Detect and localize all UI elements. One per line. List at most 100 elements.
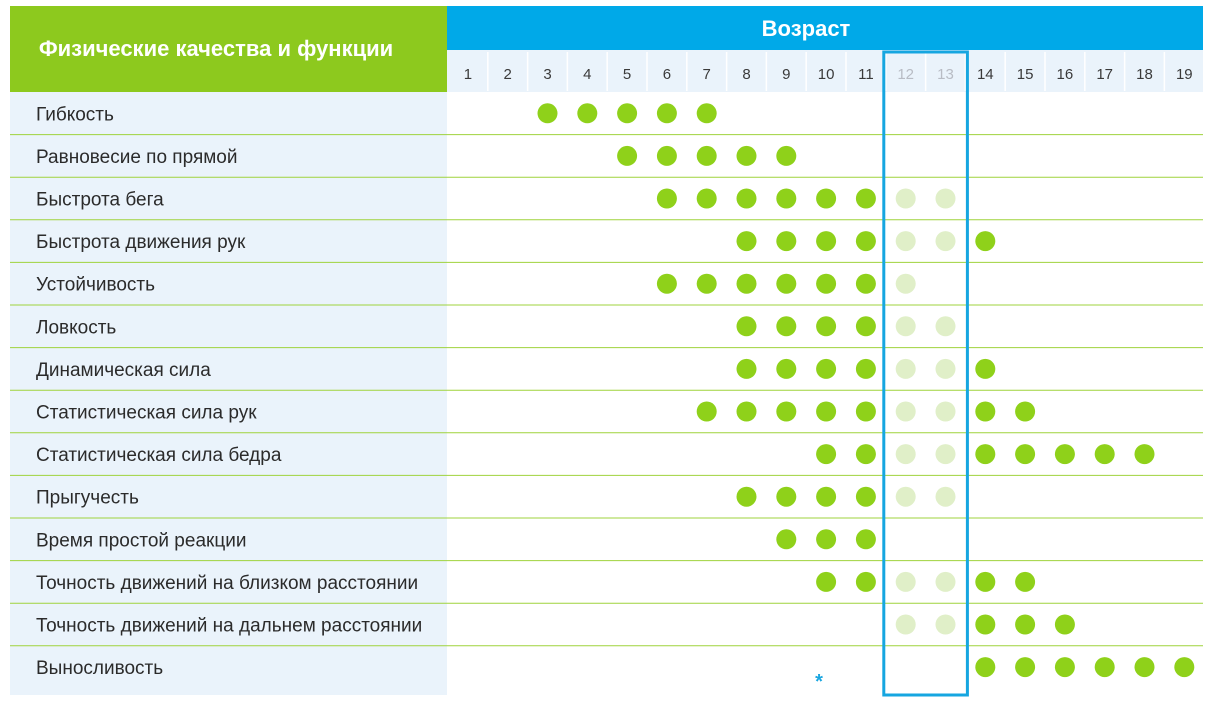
dot-strong xyxy=(736,188,757,209)
dot-light xyxy=(935,188,956,209)
dot-light xyxy=(935,231,956,252)
row-label: Точность движений на дальнем расстоянии xyxy=(36,616,422,637)
dot-strong xyxy=(975,571,996,592)
dot-strong xyxy=(776,529,797,550)
dot-strong xyxy=(656,273,677,294)
age-label: 14 xyxy=(977,66,994,83)
age-label: 8 xyxy=(742,66,750,83)
dot-light xyxy=(895,571,916,592)
dot-strong xyxy=(855,401,876,422)
row-label: Ловкость xyxy=(36,317,116,338)
dot-strong xyxy=(736,316,757,337)
dot-light xyxy=(895,188,916,209)
dot-strong xyxy=(855,273,876,294)
dot-strong xyxy=(1015,401,1036,422)
dot-strong xyxy=(696,188,717,209)
dot-strong xyxy=(1015,444,1036,465)
dot-strong xyxy=(816,188,837,209)
dot-strong xyxy=(1174,657,1195,678)
age-label: 5 xyxy=(623,66,631,83)
row-label: Устойчивость xyxy=(36,275,155,296)
dot-strong xyxy=(617,103,638,124)
age-label: 7 xyxy=(703,66,711,83)
dot-strong xyxy=(855,316,876,337)
dot-strong xyxy=(816,529,837,550)
dot-strong xyxy=(736,231,757,252)
age-label: 17 xyxy=(1096,66,1113,83)
dot-strong xyxy=(776,401,797,422)
dot-strong xyxy=(975,401,996,422)
dot-strong xyxy=(855,571,876,592)
row-label: Точность движений на близком расстоянии xyxy=(36,573,418,594)
row-label: Статистическая сила рук xyxy=(36,403,257,424)
dot-strong xyxy=(816,273,837,294)
dot-strong xyxy=(1094,444,1115,465)
dot-light xyxy=(895,358,916,379)
dot-strong xyxy=(696,273,717,294)
dot-strong xyxy=(1015,571,1036,592)
dot-strong xyxy=(1054,657,1075,678)
dot-strong xyxy=(1015,614,1036,635)
age-label: 16 xyxy=(1057,66,1074,83)
dot-strong xyxy=(696,145,717,166)
header-right-band xyxy=(447,6,1203,50)
age-label: 1 xyxy=(464,66,472,83)
dot-strong xyxy=(537,103,558,124)
dot-strong xyxy=(816,316,837,337)
row-label: Быстрота движения рук xyxy=(36,232,246,253)
dot-strong xyxy=(855,358,876,379)
dot-strong xyxy=(1015,657,1036,678)
dot-strong xyxy=(1094,657,1115,678)
footnote-marker: * xyxy=(815,671,823,693)
dot-strong xyxy=(975,614,996,635)
column-header-title: Возраст xyxy=(762,16,851,41)
dot-light xyxy=(895,231,916,252)
dot-strong xyxy=(975,231,996,252)
dot-light xyxy=(895,273,916,294)
row-header-title: Физические качества и функции xyxy=(39,36,393,61)
dot-strong xyxy=(736,401,757,422)
dot-strong xyxy=(776,231,797,252)
dot-strong xyxy=(776,188,797,209)
dot-light xyxy=(895,401,916,422)
dot-strong xyxy=(816,231,837,252)
dot-strong xyxy=(975,358,996,379)
dot-strong xyxy=(736,273,757,294)
dot-strong xyxy=(776,358,797,379)
dot-strong xyxy=(696,103,717,124)
age-labels: 1 2 3 4 5 6 7 8 9 10 11 12 13 14 15 16 17 18 19 xyxy=(464,66,1193,83)
row-label: Быстрота бега xyxy=(36,190,164,211)
dot-strong xyxy=(816,401,837,422)
dot-strong xyxy=(855,486,876,507)
age-row-band xyxy=(447,50,1203,92)
age-label: 18 xyxy=(1136,66,1153,83)
dot-strong xyxy=(736,145,757,166)
dot-strong xyxy=(855,188,876,209)
dots-layer xyxy=(537,103,1195,678)
dot-strong xyxy=(1054,444,1075,465)
dot-strong xyxy=(816,358,837,379)
dot-strong xyxy=(776,145,797,166)
row-label: Динамическая сила xyxy=(36,360,211,381)
age-label: 13 xyxy=(937,66,954,83)
age-label: 2 xyxy=(504,66,512,83)
grid-lines xyxy=(10,52,1203,647)
dot-strong xyxy=(577,103,598,124)
age-label: 19 xyxy=(1176,66,1193,83)
dot-strong xyxy=(855,529,876,550)
age-label: 11 xyxy=(858,66,874,83)
header-left-band xyxy=(10,6,447,92)
dot-light xyxy=(935,444,956,465)
row-label: Равновесие по прямой xyxy=(36,147,237,168)
age-label: 6 xyxy=(663,66,671,83)
dot-strong xyxy=(816,571,837,592)
row-label: Выносливость xyxy=(36,658,163,679)
label-column-band xyxy=(10,92,447,695)
dot-light xyxy=(935,316,956,337)
row-label: Прыгучесть xyxy=(36,488,139,509)
age-label: 9 xyxy=(782,66,790,83)
dot-strong xyxy=(975,657,996,678)
dot-light xyxy=(935,486,956,507)
dot-light xyxy=(895,614,916,635)
dot-strong xyxy=(776,316,797,337)
